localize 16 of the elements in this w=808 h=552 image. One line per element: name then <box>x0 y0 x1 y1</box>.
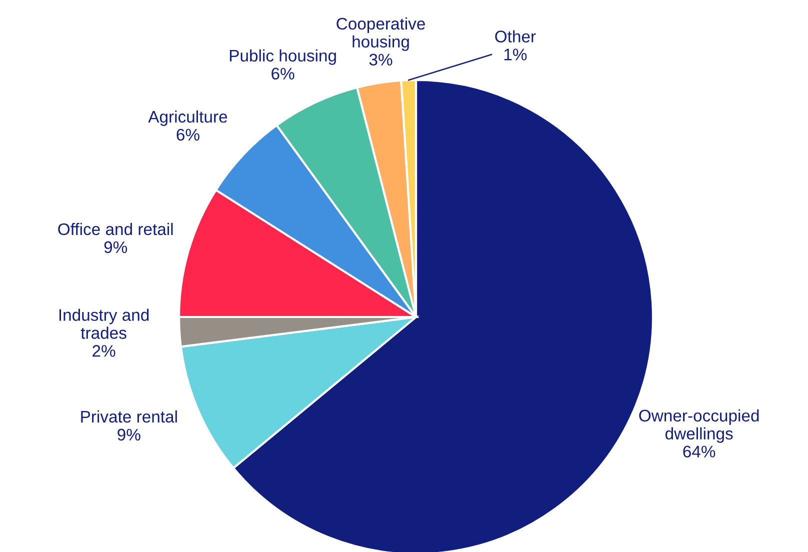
slice-label: Private rental <box>81 410 177 423</box>
data-label: 3% <box>369 54 392 66</box>
data-label: 1% <box>504 48 527 60</box>
data-label: 64% <box>683 446 716 458</box>
slice-label: Public housing <box>230 49 336 65</box>
slice-label: Industry and trades <box>59 308 149 339</box>
slice-label: Owner-occupied dwellings <box>639 409 759 443</box>
data-label: 6% <box>272 68 294 80</box>
slice-label: Other <box>495 30 536 42</box>
data-label: 9% <box>104 241 128 254</box>
data-label: 2% <box>92 345 116 357</box>
data-label: 6% <box>176 128 200 141</box>
slice-label: Agriculture <box>148 110 228 126</box>
data-label: 9% <box>118 428 140 441</box>
slice-label: Cooperative housing <box>336 17 425 51</box>
slice-label: Office and retail <box>58 222 173 236</box>
